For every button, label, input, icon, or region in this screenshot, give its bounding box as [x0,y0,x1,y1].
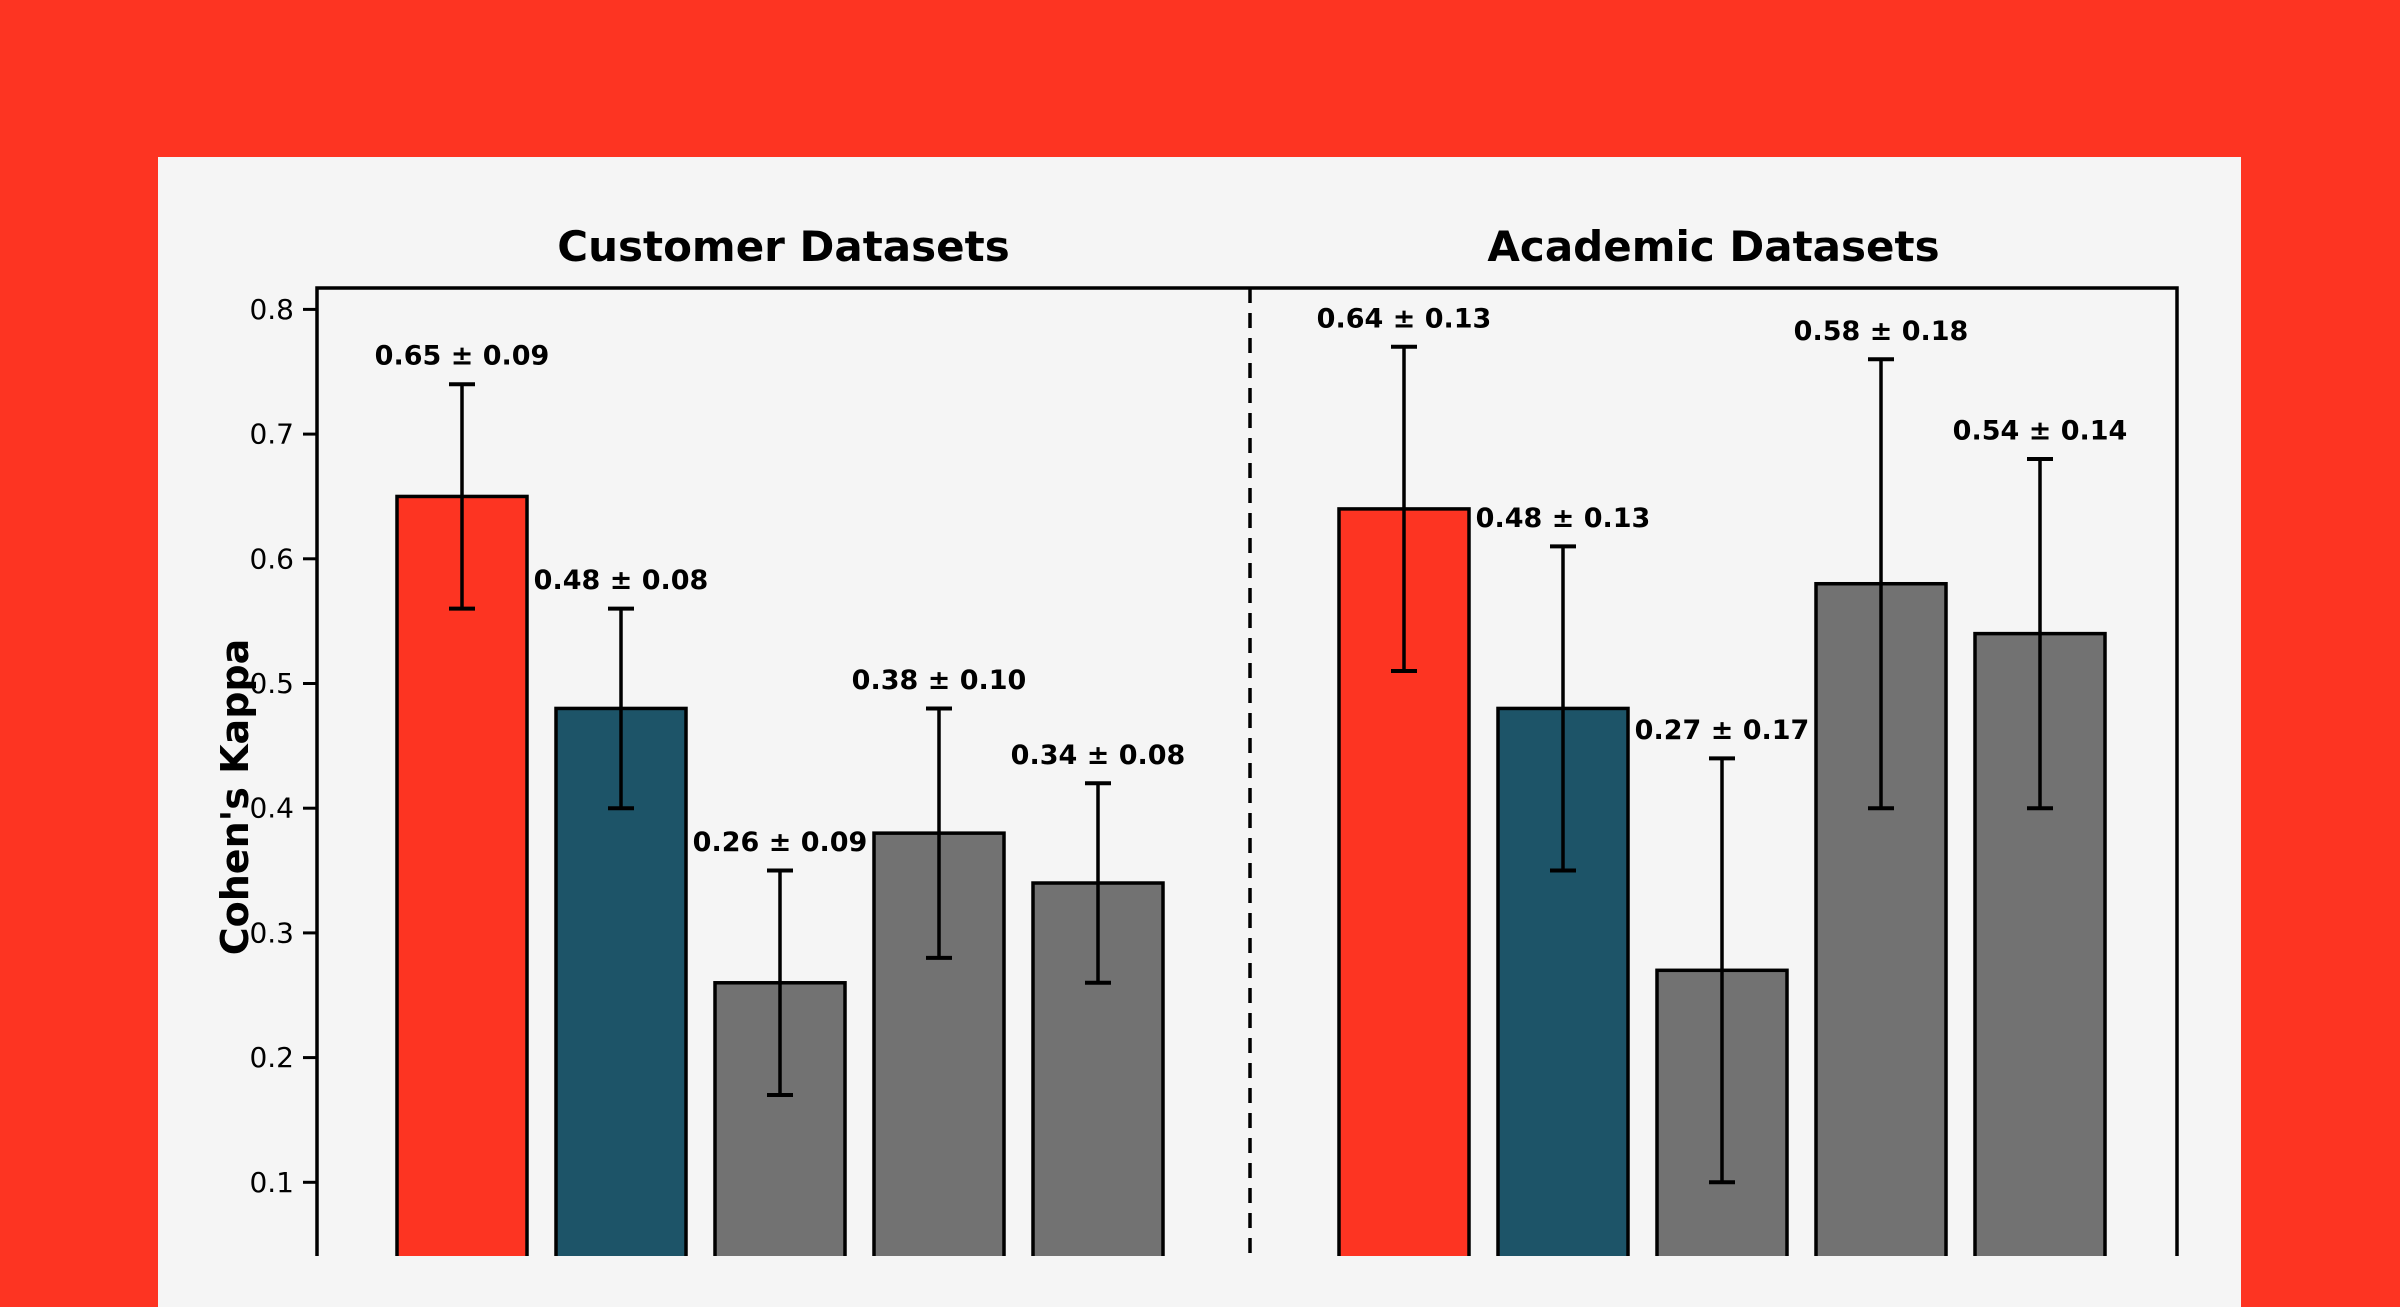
bar-value-label: 0.65 ± 0.09 [375,341,550,372]
bar-value-label: 0.64 ± 0.13 [1317,303,1492,334]
y-tick-label: 0.6 [249,542,294,575]
y-tick-label: 0.3 [249,916,294,949]
group-title-customer: Customer Datasets [557,222,1010,271]
y-tick-label: 0.8 [249,293,294,326]
y-tick-label: 0.1 [249,1166,294,1199]
bar-value-label: 0.26 ± 0.09 [693,827,868,858]
bar-value-label: 0.48 ± 0.13 [1476,503,1651,534]
bar-value-label: 0.58 ± 0.18 [1794,316,1969,347]
y-tick-label: 0.5 [249,667,294,700]
y-tick-label: 0.7 [249,418,294,451]
bar-value-label: 0.34 ± 0.08 [1011,740,1186,771]
bar-value-label: 0.48 ± 0.08 [534,565,709,596]
y-tick-label: 0.2 [249,1041,294,1074]
page-background: Customer Datasets Academic Datasets Cohe… [158,157,2241,1307]
y-tick-label: 0.4 [249,792,294,825]
kappa-bar-chart: 0.65 ± 0.09 0.48 ± 0.08 0.26 ± 0.09 0.38 ± … [249,286,2179,1256]
plot-border [315,286,2179,1256]
group-title-academic: Academic Datasets [1487,222,1940,271]
bar-value-label: 0.38 ± 0.10 [852,665,1027,696]
bar [395,494,529,1256]
bar-value-label: 0.54 ± 0.14 [1953,416,2128,447]
bar-value-label: 0.27 ± 0.17 [1635,715,1810,746]
